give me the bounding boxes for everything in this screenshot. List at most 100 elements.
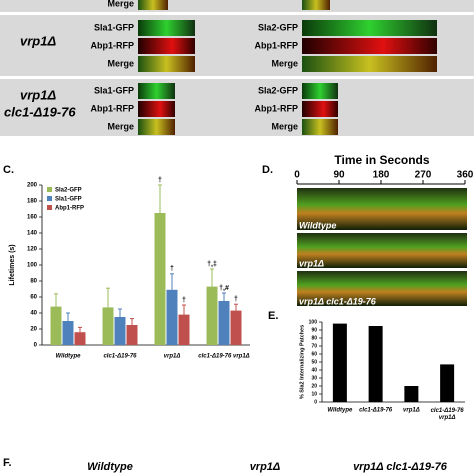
row-label: Abp1-RFP [91,40,135,50]
x-tick-label: 180 [373,170,390,181]
image [302,101,338,117]
y-tick-label: 60 [30,295,37,301]
x-tick-label: 90 [333,170,345,181]
annotation: † [158,177,162,184]
column-label: vrp1Δ clc1-Δ19-76 [353,461,448,473]
row-label: Merge [271,121,298,131]
kymograph-label: Wildtype [299,220,336,230]
y-tick-label: 80 [30,279,37,285]
legend-label: Abp1-RFP [55,206,84,212]
kymograph [297,188,467,230]
y-tick-label: 60 [311,351,317,357]
bar [114,317,126,345]
kymograph [297,233,467,268]
y-tick-label: 0 [34,343,38,349]
x-tick-label: 0 [294,170,300,181]
legend-swatch [47,196,52,201]
panel-letter: D. [262,164,273,176]
image [138,83,175,99]
bar [218,301,230,345]
y-tick-label: 20 [30,327,37,333]
bar [126,325,138,345]
bar [206,286,218,345]
annotation: †,# [219,285,229,292]
image [302,20,437,36]
kymograph-label: vrp1Δ [299,258,324,268]
bar [368,326,383,402]
image [302,0,330,10]
image [138,101,175,117]
panel-letter: C. [3,164,14,176]
legend-swatch [47,187,52,192]
bar [440,364,455,402]
bar [62,321,74,345]
y-tick-label: 160 [27,215,38,221]
bar [230,310,242,345]
row-label: Merge [107,0,134,8]
bar [404,386,419,402]
bar [102,307,114,345]
annotation: † [234,296,238,303]
annotation: † [170,266,174,273]
row-label: Sla2-GFP [258,85,298,95]
y-tick-label: 50 [311,359,317,365]
image [138,56,195,72]
y-tick-label: 40 [30,311,37,317]
y-tick-label: 30 [311,375,317,381]
row-label: Merge [107,58,134,68]
legend-label: Sla2-GFP [55,188,82,194]
y-tick-label: 180 [27,199,38,205]
y-tick-label: 90 [311,327,317,333]
y-tick-label: 80 [311,335,317,341]
image [138,38,195,54]
row-label: Sla1-GFP [94,22,134,32]
x-tick-label: clc1-Δ19-76 vrp1Δ [431,408,465,421]
strain-label: vrp1Δ [20,33,56,48]
image [302,119,338,135]
x-tick-label: clc1-Δ19-76 [103,354,137,360]
bar [50,306,62,345]
strain-label: clc1-Δ19-76 [4,104,76,119]
image [302,56,437,72]
row-label: Abp1-RFP [255,103,299,113]
strain-label: vrp1Δ [20,87,56,102]
y-tick-label: 140 [27,231,38,237]
annotation: † [182,297,186,304]
x-tick-label: clc1-Δ19-76 vrp1Δ [198,354,249,360]
y-axis-label: Lifetimes (s) [9,244,16,285]
image [302,83,338,99]
x-tick-label: clc1-Δ19-76 [359,408,393,414]
x-tick-label: 270 [415,170,432,181]
image [302,38,437,54]
x-tick-label: vrp1Δ [403,408,420,414]
image [138,20,195,36]
annotation: †,‡ [207,261,217,268]
y-tick-label: 70 [311,343,317,349]
x-tick-label: Wildtype [327,408,353,414]
x-tick-label: Wildtype [56,354,82,360]
bar [332,323,347,402]
legend-swatch [47,205,52,210]
x-tick-label: 360 [457,170,474,181]
kymograph-label: vrp1Δ clc1-Δ19-76 [299,296,377,306]
x-tick-label: vrp1Δ [164,354,181,360]
panel-letter: E. [268,310,278,322]
y-tick-label: 100 [27,263,38,269]
legend-label: Sla1-GFP [55,197,82,203]
bar [154,213,166,345]
bar [74,332,86,345]
row-label: Abp1-RFP [255,40,299,50]
band [0,79,474,136]
y-tick-label: 10 [311,391,317,397]
row-label: Merge [107,121,134,131]
row-label: Merge [271,58,298,68]
kymograph [297,271,467,306]
panel-title: Time in Seconds [334,153,429,167]
y-axis-label: % Sla2 Internalizing Patches [299,325,305,399]
y-tick-label: 0 [314,399,317,405]
y-tick-label: 200 [27,183,38,189]
panel-letter: F. [3,457,12,469]
bar [166,289,178,345]
column-label: vrp1Δ [250,461,281,473]
